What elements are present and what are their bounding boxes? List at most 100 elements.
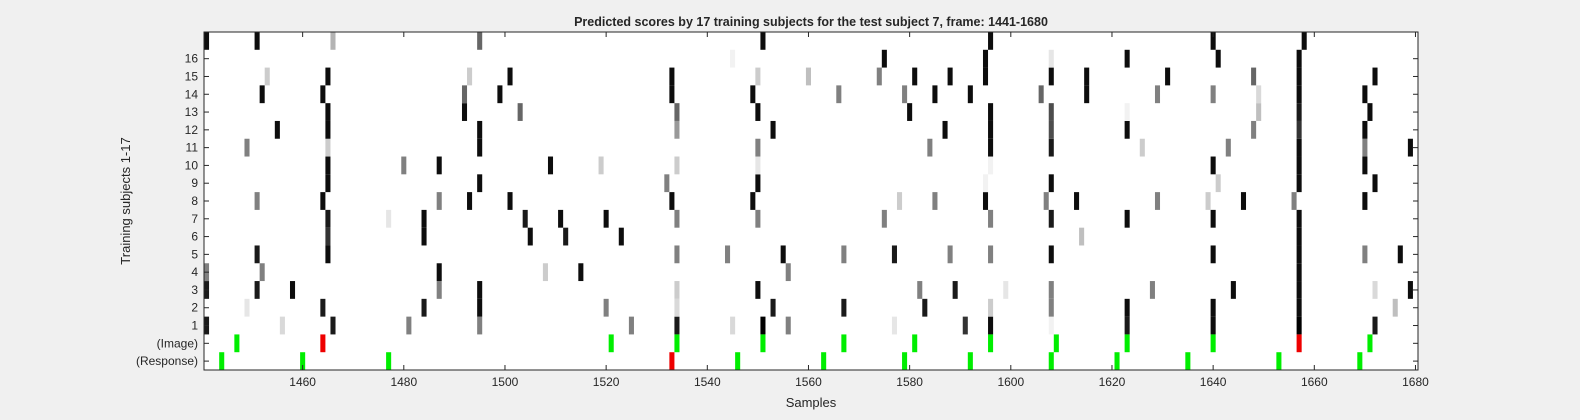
score-cell bbox=[330, 316, 336, 335]
score-cell bbox=[1296, 209, 1302, 228]
score-cell bbox=[988, 120, 994, 139]
response-marker bbox=[821, 352, 827, 370]
score-cell bbox=[325, 67, 331, 86]
score-cell bbox=[988, 138, 994, 157]
score-cell bbox=[1362, 192, 1368, 210]
score-cell bbox=[1251, 120, 1257, 139]
score-cell bbox=[755, 209, 761, 228]
score-cell bbox=[760, 32, 766, 50]
score-cell bbox=[1154, 85, 1161, 104]
x-tick-label: 1480 bbox=[390, 375, 417, 389]
score-cell bbox=[406, 316, 412, 335]
score-cell bbox=[750, 85, 756, 104]
score-cell bbox=[1124, 209, 1130, 228]
score-cell bbox=[254, 192, 260, 210]
image-marker bbox=[988, 334, 994, 353]
score-cell bbox=[962, 316, 968, 335]
image-marker bbox=[320, 334, 326, 353]
score-cell bbox=[325, 174, 331, 193]
y-tick-label: 7 bbox=[191, 212, 198, 226]
score-cell bbox=[320, 192, 326, 210]
score-cell bbox=[1210, 298, 1216, 317]
score-cell bbox=[942, 120, 948, 139]
score-cell bbox=[1124, 298, 1130, 317]
score-cell bbox=[1296, 263, 1302, 282]
x-tick-label: 1460 bbox=[289, 375, 316, 389]
score-cell bbox=[1251, 67, 1257, 86]
score-cell bbox=[785, 263, 791, 282]
score-cell bbox=[386, 209, 392, 228]
score-cell bbox=[259, 263, 265, 282]
score-cell bbox=[927, 138, 933, 157]
score-cell bbox=[755, 174, 761, 193]
score-cell bbox=[1407, 138, 1413, 157]
score-cell bbox=[1296, 156, 1302, 175]
score-cell bbox=[932, 85, 938, 104]
score-cell bbox=[1048, 120, 1054, 139]
score-cell bbox=[259, 85, 265, 104]
score-cell bbox=[755, 281, 761, 299]
score-cell bbox=[254, 32, 260, 50]
score-cell bbox=[1296, 49, 1302, 68]
y-tick-label: 9 bbox=[191, 176, 198, 190]
score-cell bbox=[1362, 156, 1368, 175]
score-cell bbox=[1230, 281, 1236, 299]
score-cell bbox=[982, 49, 989, 68]
score-cell bbox=[1048, 138, 1054, 157]
score-cell bbox=[603, 209, 609, 228]
score-cell bbox=[1372, 67, 1378, 86]
y-tick-label: (Response) bbox=[136, 354, 198, 368]
score-cell bbox=[461, 85, 468, 104]
score-cell bbox=[1372, 174, 1378, 193]
score-cell bbox=[1165, 67, 1171, 86]
score-cell bbox=[547, 156, 554, 175]
score-cell bbox=[401, 156, 407, 175]
x-tick-label: 1660 bbox=[1301, 375, 1328, 389]
score-cell bbox=[558, 209, 564, 228]
score-cell bbox=[325, 245, 331, 264]
score-cell bbox=[1367, 103, 1373, 121]
score-cell bbox=[477, 138, 483, 157]
score-cell bbox=[436, 263, 442, 282]
score-cell bbox=[922, 298, 928, 317]
score-cell bbox=[618, 227, 624, 246]
score-cell bbox=[755, 103, 761, 121]
score-cell bbox=[725, 245, 731, 264]
score-cell bbox=[320, 85, 326, 104]
score-cell bbox=[896, 192, 903, 210]
score-cell bbox=[436, 156, 442, 175]
score-cell bbox=[1372, 281, 1378, 299]
score-cell bbox=[517, 103, 523, 121]
score-cell bbox=[674, 245, 680, 264]
score-cell bbox=[1296, 298, 1302, 317]
x-tick-label: 1540 bbox=[694, 375, 721, 389]
score-cell bbox=[1048, 67, 1054, 86]
score-cell bbox=[912, 67, 918, 86]
score-cell bbox=[669, 67, 675, 86]
score-cell bbox=[244, 298, 250, 317]
score-cell bbox=[320, 298, 326, 317]
score-cell bbox=[467, 67, 473, 86]
score-cell bbox=[274, 120, 280, 139]
score-cell bbox=[1124, 103, 1130, 121]
response-marker bbox=[735, 352, 741, 370]
score-cell bbox=[1362, 85, 1368, 104]
response-marker bbox=[669, 352, 675, 370]
score-cell bbox=[204, 32, 210, 50]
image-marker bbox=[1296, 334, 1302, 353]
image-marker bbox=[1210, 334, 1216, 353]
score-cell bbox=[755, 156, 761, 175]
score-cell bbox=[1003, 281, 1009, 299]
score-cell bbox=[264, 67, 270, 86]
score-cell bbox=[836, 85, 842, 104]
score-cell bbox=[325, 156, 331, 175]
score-cell bbox=[785, 316, 791, 335]
score-cell bbox=[1048, 209, 1054, 228]
score-cell bbox=[461, 103, 468, 121]
y-tick-label: 16 bbox=[185, 52, 199, 66]
score-cell bbox=[1048, 103, 1054, 121]
score-cell bbox=[1296, 138, 1302, 157]
y-tick-label: 13 bbox=[185, 105, 199, 119]
score-cell bbox=[674, 316, 680, 335]
score-cell bbox=[947, 67, 953, 86]
